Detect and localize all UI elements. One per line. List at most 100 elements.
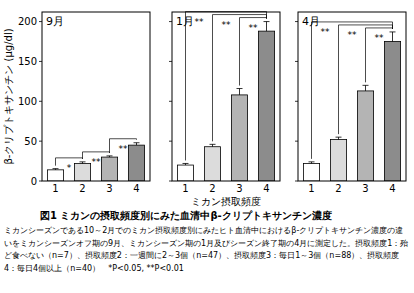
y-tick [295,21,298,22]
significance-label: ** [92,157,102,167]
significance-bracket [186,12,267,161]
y-tick [295,181,298,182]
error-bar [363,85,369,91]
significance-bracket [366,28,393,82]
x-tick-label: 2 [79,183,85,194]
significance-label: ** [119,144,129,154]
y-tick-label: 150 [18,56,37,67]
bracket-line [366,28,393,82]
significance-label: ** [195,17,205,27]
error-cap [210,144,216,145]
significance-bracket [240,18,267,86]
error-bar [183,163,189,165]
significance-bracket [110,139,137,153]
panel-title: 9月 [46,15,64,28]
error-bar [237,89,243,95]
y-tick [39,181,42,182]
bar [128,145,144,181]
error-bar [336,137,342,139]
error-cap [336,137,342,138]
bar [101,157,117,181]
error-cap [390,31,396,32]
x-tick-label: 2 [335,183,341,194]
panel-title: 1月 [176,15,194,28]
plot-area [47,143,144,181]
y-tick [295,141,298,142]
significance-bracket [312,22,393,159]
error-bar [390,32,396,42]
error-stem [239,89,240,95]
error-bar [210,144,216,146]
bracket-line [110,139,137,153]
y-tick-label: 0 [31,176,37,187]
bar [177,165,193,181]
y-tick [169,181,172,182]
error-stem [266,22,267,32]
x-tick-label: 4 [133,183,139,194]
y-tick [169,141,172,142]
significance-label: ** [321,27,331,37]
error-stem [392,32,393,42]
frame [42,12,150,181]
chart: 05010015020012349月*****β-クリプトキサンチン (μg/d… [0,0,414,210]
error-cap [53,168,59,169]
y-tick [295,101,298,102]
significance-bracket [339,25,393,134]
error-cap [363,85,369,86]
frame [298,12,406,181]
bracket-line [213,15,267,142]
frame [172,12,280,181]
y-tick [169,101,172,102]
bar [204,147,220,181]
bar [74,163,90,181]
error-bar [80,162,86,164]
y-tick-label: 200 [18,16,37,27]
y-tick-label: 100 [18,96,37,107]
bracket-line [312,22,393,159]
bar [357,91,373,181]
y-tick [169,21,172,22]
bar [47,170,63,181]
error-cap [309,161,315,162]
significance-label: ** [348,30,358,40]
caption-body: ミカンシーズンである10～2月でのミカン摂取頻度別にみたヒト血清中におけるβ-ク… [4,225,410,275]
error-cap [183,163,189,164]
y-tick [39,61,42,62]
panel-title: 4月 [302,15,320,28]
y-tick [295,61,298,62]
x-tick-label: 3 [362,183,368,194]
significance-label: ** [222,20,232,30]
error-cap [264,21,270,22]
bracket-line [339,25,393,134]
y-axis-label: β-クリプトキサンチン (μg/dl) [3,28,14,164]
x-tick-label: 1 [308,183,314,194]
x-tick-label: 3 [236,183,242,194]
significance-label: ** [375,33,385,43]
bar [384,41,400,181]
plot-area [177,22,274,181]
error-stem [365,85,366,91]
error-cap [134,142,140,143]
y-tick [39,141,42,142]
bracket-line [240,18,267,86]
y-tick-label: 50 [24,136,37,147]
error-bar [309,162,315,164]
significance-label: * [67,163,72,173]
caption-title: 図1 ミカンの摂取頻度別にみた血清中β-クリプトキサンチン濃度 [40,209,332,223]
x-tick-label: 1 [52,183,58,194]
error-bar [53,169,59,170]
bar [303,163,319,181]
x-tick-label: 1 [182,183,188,194]
bar [231,95,247,181]
bracket-line [186,12,267,161]
x-tick-label: 3 [106,183,112,194]
error-bar [107,156,113,157]
x-axis-label: ミカン摂取頻度 [191,196,261,207]
error-bar [264,22,270,32]
significance-bracket [213,15,267,142]
x-tick-label: 2 [209,183,215,194]
error-cap [237,88,243,89]
plot-area [303,32,400,181]
y-tick [39,21,42,22]
x-tick-label: 4 [263,183,269,194]
